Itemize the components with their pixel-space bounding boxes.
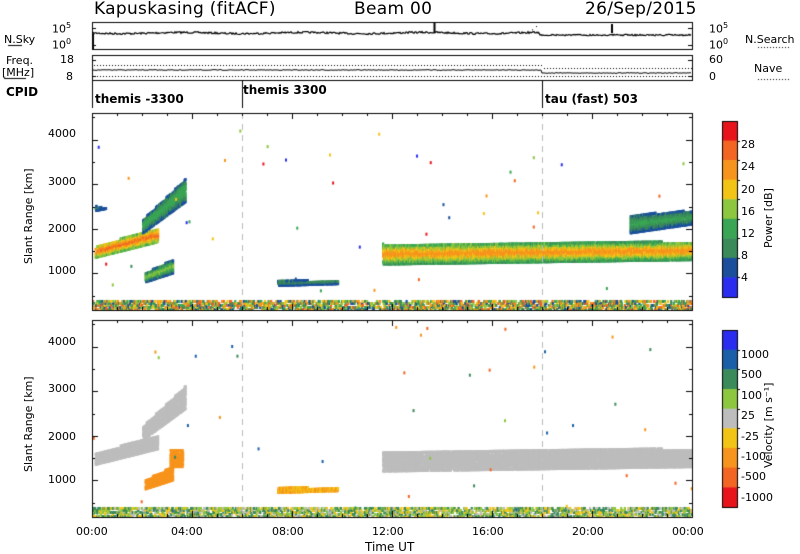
power-ylabel: Slant Range [km] bbox=[22, 168, 35, 264]
velocity-cb-tick-500: 500 bbox=[741, 368, 762, 381]
power-cb-tick-4: 4 bbox=[741, 271, 748, 284]
cpid-segment-3: tau (fast) 503 bbox=[545, 92, 638, 106]
nave-label: Nave bbox=[754, 62, 783, 75]
nsearch-label: N.Search bbox=[745, 33, 795, 46]
cpid-segment-2: themis 3300 bbox=[243, 83, 327, 97]
power-cb-tick-8: 8 bbox=[741, 249, 748, 262]
power-cb-tick-12: 12 bbox=[741, 227, 755, 240]
nsky-label: N.Sky bbox=[4, 33, 36, 46]
cpid-label: CPID bbox=[6, 85, 39, 99]
date-title: 26/Sep/2015 bbox=[585, 0, 697, 19]
power-cb-tick-24: 24 bbox=[741, 160, 755, 173]
power-y-tick-1000: 1000 bbox=[48, 264, 76, 277]
power-cb-tick-20: 20 bbox=[741, 183, 755, 196]
x-tick-2000: 20:00 bbox=[572, 525, 604, 538]
freq-tick-top: 18 bbox=[60, 53, 74, 66]
nsky-tick-top: 105 bbox=[52, 21, 72, 36]
velocity-y-tick-1000: 1000 bbox=[48, 473, 76, 486]
velocity-cb-tick-100: 100 bbox=[741, 389, 762, 402]
station-title: Kapuskasing (fitACF) bbox=[94, 0, 276, 19]
velocity-cb-tick-m1000: -1000 bbox=[741, 491, 773, 504]
x-axis-label: Time UT bbox=[365, 540, 415, 554]
velocity-cb-label: Velocity [m s⁻¹] bbox=[762, 382, 775, 468]
x-tick-0000-end: 00:00 bbox=[672, 525, 704, 538]
nave-tick-top: 60 bbox=[709, 53, 723, 66]
freq-label: Freq. bbox=[6, 54, 34, 67]
power-cb-tick-16: 16 bbox=[741, 205, 755, 218]
freq-tick-bottom: 8 bbox=[66, 70, 73, 83]
power-y-tick-2000: 2000 bbox=[48, 222, 76, 235]
velocity-ylabel: Slant Range [km] bbox=[22, 376, 35, 472]
velocity-y-tick-2000: 2000 bbox=[48, 430, 76, 443]
velocity-cb-tick-25: 25 bbox=[741, 409, 755, 422]
velocity-cb-tick-m100: -100 bbox=[741, 450, 766, 463]
x-tick-0400: 04:00 bbox=[171, 525, 203, 538]
freq-unit: [MHz] bbox=[2, 66, 35, 79]
power-cb-tick-28: 28 bbox=[741, 138, 755, 151]
nsky-right-tick-bottom: 100 bbox=[709, 37, 729, 52]
velocity-cb-tick-m500: -500 bbox=[741, 470, 766, 483]
velocity-cb-tick-m25: -25 bbox=[741, 430, 759, 443]
nsky-right-tick-top: 105 bbox=[709, 21, 729, 36]
nsky-tick-bottom: 100 bbox=[52, 37, 72, 52]
x-tick-1600: 16:00 bbox=[472, 525, 504, 538]
x-tick-0000: 00:00 bbox=[76, 525, 108, 538]
power-cb-label: Power [dB] bbox=[762, 188, 775, 248]
beam-title: Beam 00 bbox=[354, 0, 433, 19]
velocity-y-tick-3000: 3000 bbox=[48, 382, 76, 395]
x-tick-0800: 08:00 bbox=[272, 525, 304, 538]
velocity-y-tick-4000: 4000 bbox=[48, 335, 76, 348]
nave-tick-bottom: 0 bbox=[709, 70, 716, 83]
velocity-cb-tick-1000: 1000 bbox=[741, 348, 769, 361]
power-y-tick-3000: 3000 bbox=[48, 175, 76, 188]
cpid-segment-1: themis -3300 bbox=[95, 92, 184, 106]
power-y-tick-4000: 4000 bbox=[48, 127, 76, 140]
x-tick-1200: 12:00 bbox=[372, 525, 404, 538]
